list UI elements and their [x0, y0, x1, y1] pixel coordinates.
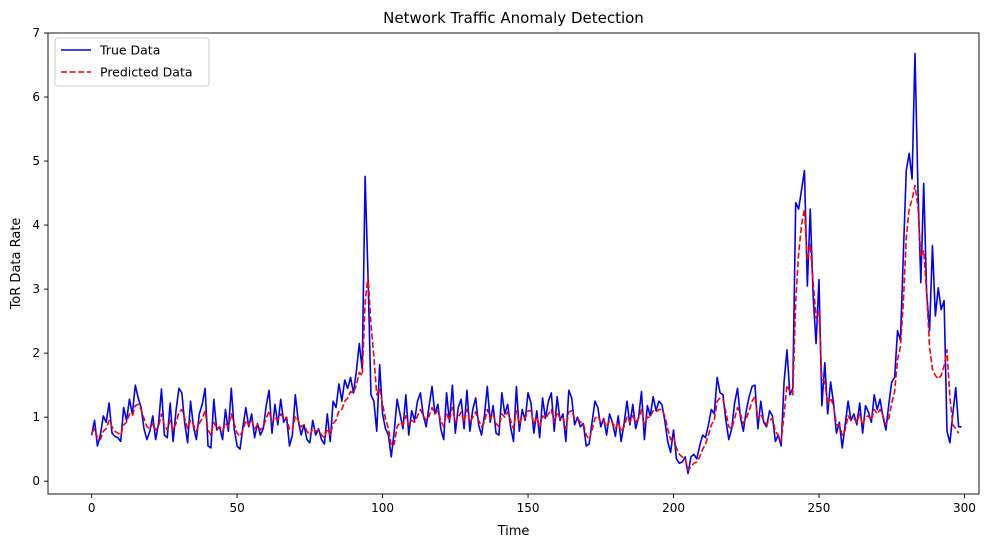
- axes-frame: [47, 32, 980, 495]
- x-axis-label: Time: [497, 524, 530, 539]
- x-tick-label: 300: [953, 501, 976, 515]
- x-tick-label: 200: [662, 501, 685, 515]
- y-tick-label: 6: [32, 90, 40, 104]
- y-tick-label: 2: [32, 346, 40, 360]
- series-line-predicted-data: [90, 184, 960, 471]
- x-tick-label: 50: [229, 501, 244, 515]
- y-axis-label: ToR Data Rate: [9, 218, 24, 311]
- legend-label-predicted-data: Predicted Data: [100, 65, 193, 80]
- series-line-true-data: [90, 52, 962, 475]
- legend: True Data Predicted Data: [54, 37, 210, 87]
- x-tick-label: 150: [517, 501, 540, 515]
- plot-area: [90, 52, 962, 475]
- chart-title: Network Traffic Anomaly Detection: [383, 9, 644, 27]
- x-tick-label: 100: [371, 501, 394, 515]
- y-tick-label: 5: [32, 154, 40, 168]
- y-tick-label: 1: [32, 410, 40, 424]
- y-tick-label: 7: [32, 26, 40, 40]
- legend-label-true-data: True Data: [99, 43, 160, 58]
- x-tick-label: 250: [808, 501, 831, 515]
- legend-box: [54, 37, 210, 87]
- y-tick-label: 0: [32, 474, 40, 488]
- axes: 0 50 100 150 200 250 300 0 1 2 3 4 5 6 7: [32, 26, 980, 515]
- y-tick-label: 3: [32, 282, 40, 296]
- y-tick-label: 4: [32, 218, 40, 232]
- x-tick-label: 0: [88, 501, 96, 515]
